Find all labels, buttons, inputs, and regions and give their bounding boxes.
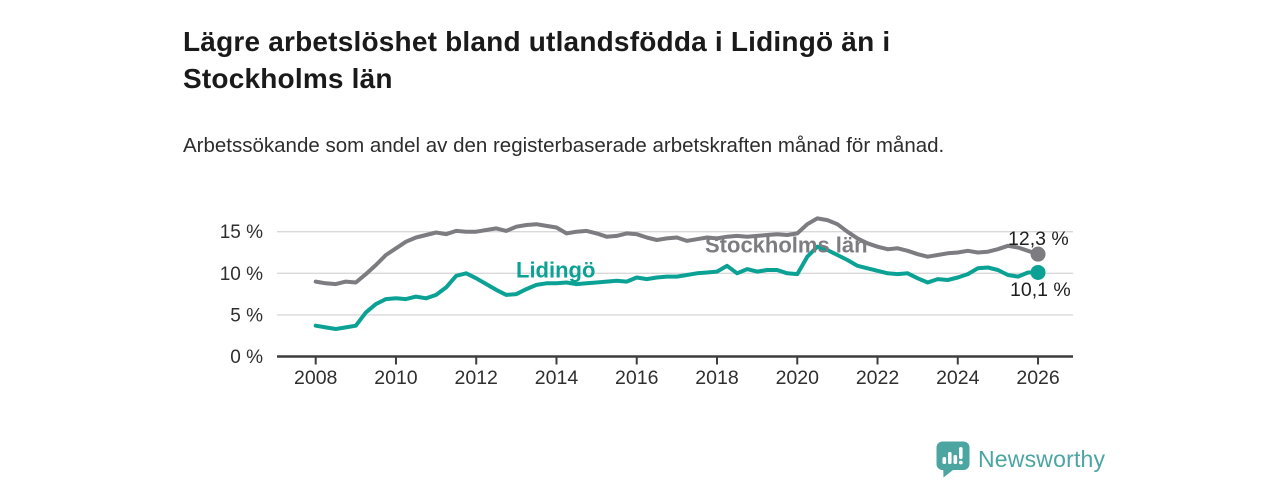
x-tick-label: 2022 [856,367,899,389]
x-tick-label: 2026 [1016,367,1059,389]
speech-bubble-shape [936,441,970,478]
series-line-stockholms-l-n [313,216,1040,287]
exclamation-bar [959,447,963,459]
bar-medium [953,455,958,464]
x-tick-label: 2008 [294,367,337,389]
x-tick-label: 2016 [615,367,658,389]
x-tick-label: 2014 [535,367,579,389]
exclamation-dot [958,460,963,465]
series-line-liding- [313,244,1040,331]
x-tick-label: 2010 [374,367,418,389]
x-tick-label: 2024 [936,367,980,389]
x-tick-label: 2020 [776,367,820,389]
x-tick-label: 2018 [695,367,738,389]
chart-title: Lägre arbetslöshet bland utlandsfödda i … [183,25,891,94]
x-tick-label: 2012 [455,367,498,389]
newsworthy-logo-icon [936,441,970,478]
series-label-stockholms-lan: Stockholms län [705,233,868,258]
series-end-dot [1030,246,1046,262]
bar-tall [948,452,952,464]
y-tick-label: 5 % [230,305,263,326]
y-tick-label: 0 % [230,347,263,368]
end-value-label-lidingo: 10,1 % [1010,279,1071,301]
y-tick-label: 10 % [220,264,263,285]
chart-subtitle: Arbetssökande som andel av den registerb… [183,133,945,157]
end-value-label-stockholms-lan: 12,3 % [1008,228,1069,250]
newsworthy-logo-text: Newsworthy [978,446,1106,472]
series-end-dot [1030,264,1046,280]
bar-small [942,457,947,464]
y-tick-label: 15 % [220,222,263,243]
newsworthy-logo: Newsworthy [936,441,1105,478]
unemployment-line-chart: 2008 2010 2012 2014 2016 2018 2020 2022 2024 2026… [220,216,1073,389]
series-label-lidingo: Lidingö [516,258,595,283]
